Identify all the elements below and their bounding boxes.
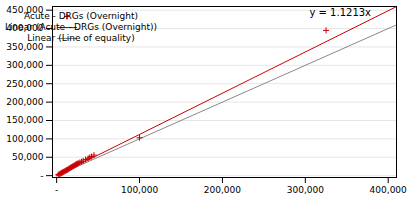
svg-text:y = 1.1213x: y = 1.1213x xyxy=(309,7,371,18)
svg-text:100,000: 100,000 xyxy=(121,185,158,195)
svg-text:400,000: 400,000 xyxy=(370,185,407,195)
svg-text:-: - xyxy=(55,185,58,195)
svg-text:300,000: 300,000 xyxy=(287,185,324,195)
svg-text:350,000: 350,000 xyxy=(6,41,44,52)
svg-text:Acute - DRGs (Overnight): Acute - DRGs (Overnight) xyxy=(24,11,138,21)
svg-text:Linear (Line of equality): Linear (Line of equality) xyxy=(27,33,134,43)
svg-text:200,000: 200,000 xyxy=(6,97,43,107)
svg-text:50,000: 50,000 xyxy=(12,152,44,162)
svg-text:450,000: 450,000 xyxy=(6,5,44,16)
svg-text:150,000: 150,000 xyxy=(6,115,43,125)
svg-text:200,000: 200,000 xyxy=(204,185,241,195)
svg-text:300,000: 300,000 xyxy=(6,60,43,70)
svg-text:Linear (Acute - DRGs (Overnigh: Linear (Acute - DRGs (Overnight)) xyxy=(5,22,157,32)
svg-text:250,000: 250,000 xyxy=(6,79,43,89)
svg-text:100,000: 100,000 xyxy=(6,134,43,144)
svg-text:-: - xyxy=(40,171,43,181)
